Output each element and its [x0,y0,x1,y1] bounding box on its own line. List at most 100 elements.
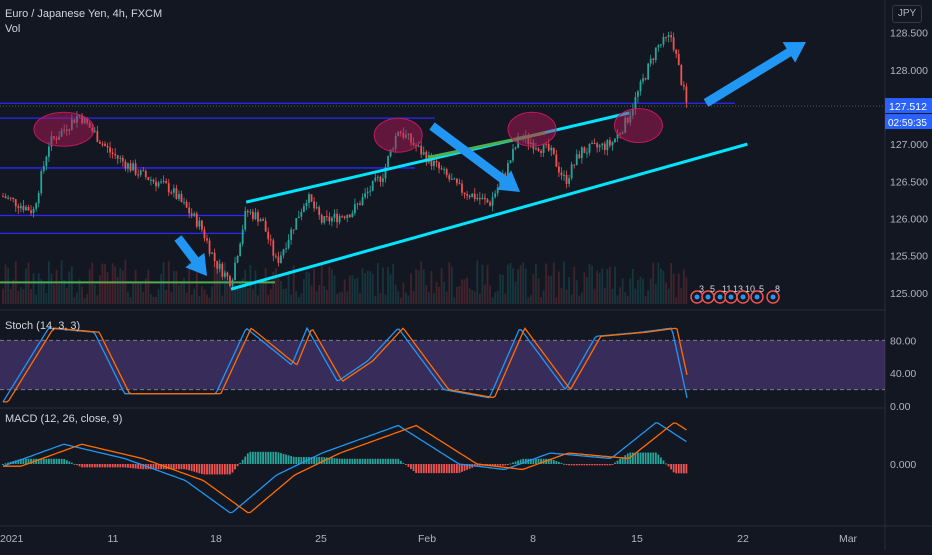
candle[interactable] [218,263,221,269]
candle[interactable] [402,133,405,138]
candle[interactable] [81,115,83,124]
candle[interactable] [529,142,532,145]
macd-signal-line[interactable] [3,422,687,514]
candle[interactable] [399,131,402,134]
candle[interactable] [252,211,254,220]
event-markers[interactable]: 3 5 11 13 10 5 8 [690,284,780,304]
candle[interactable] [540,150,542,153]
highlight-zone[interactable] [507,111,557,147]
candle[interactable] [394,135,397,149]
candle[interactable] [634,96,637,110]
candle[interactable] [560,172,563,176]
candle[interactable] [277,256,280,264]
candle[interactable] [139,170,142,175]
candle[interactable] [356,203,359,205]
candle[interactable] [206,238,208,241]
candle[interactable] [619,133,621,135]
candle[interactable] [535,148,537,150]
candle[interactable] [371,180,374,191]
candle[interactable] [343,216,346,219]
candle[interactable] [124,161,127,169]
candle[interactable] [338,216,341,223]
candle[interactable] [361,197,364,205]
candle[interactable] [175,188,178,199]
candle[interactable] [185,201,188,208]
candle[interactable] [336,213,338,223]
candle[interactable] [68,129,71,131]
candle[interactable] [4,196,7,199]
candle[interactable] [621,132,624,134]
candle[interactable] [257,212,259,222]
candle[interactable] [96,131,99,142]
candle[interactable] [310,194,313,202]
candle[interactable] [226,272,229,277]
candle[interactable] [463,192,466,195]
candle[interactable] [481,197,484,200]
candle[interactable] [443,169,446,171]
candle[interactable] [201,220,203,230]
candle[interactable] [282,249,285,256]
candle[interactable] [517,136,519,148]
candle[interactable] [127,163,129,169]
candle[interactable] [537,148,540,151]
candle[interactable] [354,204,356,214]
candle[interactable] [328,216,331,222]
candle[interactable] [99,141,101,144]
candle[interactable] [458,183,461,185]
candle[interactable] [397,131,400,136]
candle[interactable] [552,147,555,155]
candle[interactable] [376,176,379,178]
candle[interactable] [76,115,78,123]
candle[interactable] [106,145,109,148]
current-price-tag[interactable] [885,98,932,114]
candle[interactable] [486,199,489,203]
candle[interactable] [405,134,407,138]
candle[interactable] [313,201,315,209]
candle[interactable] [514,147,517,149]
candle[interactable] [272,240,275,256]
candle[interactable] [468,195,471,198]
candle[interactable] [142,170,145,172]
candle[interactable] [78,115,81,117]
candle[interactable] [366,191,369,194]
candle[interactable] [101,143,104,145]
candle[interactable] [167,183,170,193]
candle[interactable] [348,214,351,218]
candle[interactable] [323,216,326,223]
candle[interactable] [19,205,22,209]
candle[interactable] [527,135,530,145]
candle[interactable] [70,119,73,130]
candle[interactable] [407,133,410,135]
candle[interactable] [603,143,606,150]
candle[interactable] [45,156,48,166]
candle[interactable] [473,193,476,200]
candle[interactable] [445,169,448,176]
candle[interactable] [374,177,377,181]
candle[interactable] [573,164,576,166]
candle[interactable] [384,166,387,179]
candle[interactable] [675,49,678,54]
candle[interactable] [88,122,91,128]
candle[interactable] [654,47,657,61]
candle[interactable] [27,206,30,211]
candle[interactable] [274,255,277,257]
candle[interactable] [195,213,198,227]
candle[interactable] [565,174,568,184]
candle[interactable] [234,262,236,280]
candle[interactable] [231,279,234,287]
candle[interactable] [568,178,570,184]
candle[interactable] [305,202,308,206]
candle[interactable] [379,176,382,182]
candle[interactable] [264,220,267,232]
candle[interactable] [333,213,336,218]
candle[interactable] [346,214,349,219]
candle[interactable] [236,255,239,263]
macd-title[interactable]: MACD (12, 26, close, 9) [5,413,123,425]
candle[interactable] [596,143,599,148]
candle[interactable] [22,205,25,211]
candle[interactable] [114,153,117,156]
candle[interactable] [606,140,609,150]
candle[interactable] [178,193,180,199]
candle[interactable] [132,163,134,171]
